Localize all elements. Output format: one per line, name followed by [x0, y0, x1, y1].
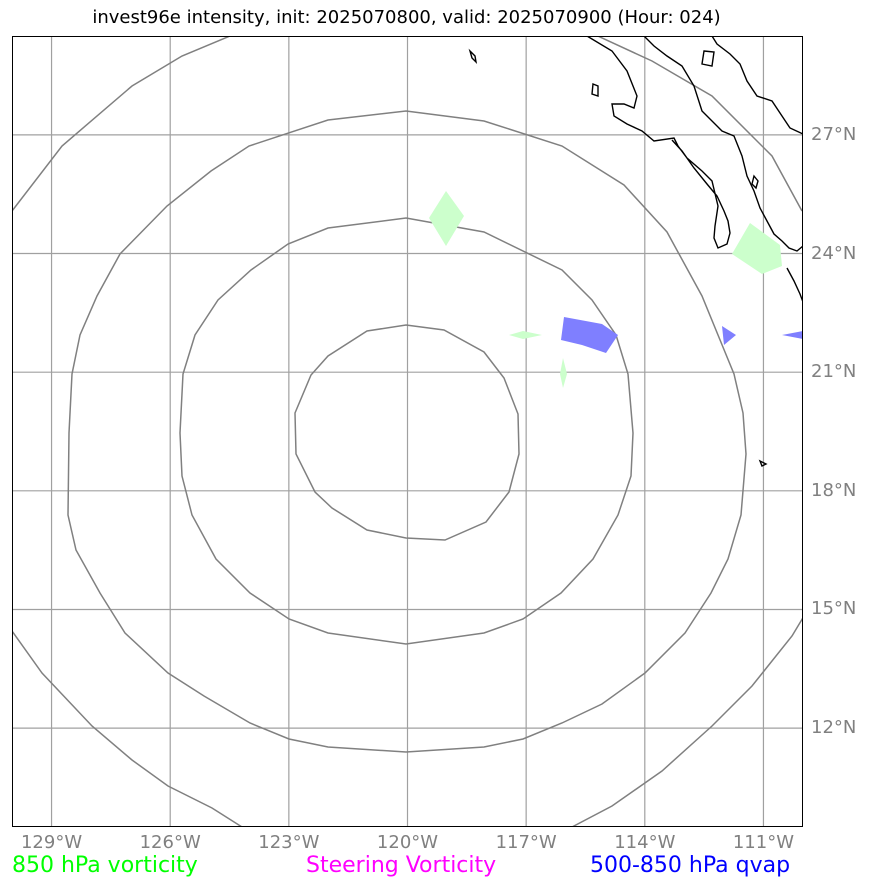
- map-title: invest96e intensity, init: 2025070800, v…: [92, 7, 721, 28]
- lat-label-21: 21°N: [811, 361, 857, 383]
- vorticity-blob-small: [560, 358, 567, 388]
- plot-frame: [12, 36, 803, 827]
- lon-label-114: 114°W: [614, 832, 676, 853]
- mainland-coast-lower: [786, 267, 803, 303]
- qvap-contours: [561, 317, 803, 353]
- range-ring-4: [12, 36, 803, 827]
- mainland-coast: [643, 36, 803, 252]
- qvap-blob-edge: [782, 331, 803, 339]
- range-ring-3: [67, 110, 747, 753]
- qvap-blob-main: [561, 317, 618, 353]
- legend-850-vorticity: 850 hPa vorticity: [12, 853, 198, 878]
- vorticity-blob-east: [732, 223, 782, 274]
- vorticity-blob-north: [429, 191, 464, 246]
- island-4: [758, 459, 768, 467]
- range-ring-2: [179, 217, 634, 645]
- coastline: [468, 36, 803, 467]
- lat-label-18: 18°N: [811, 479, 857, 501]
- baja-coast: [586, 36, 731, 249]
- island-3: [701, 50, 715, 67]
- lat-label-27: 27°N: [811, 123, 857, 145]
- lon-label-120: 120°W: [376, 832, 439, 853]
- legend-steering-vorticity: Steering Vorticity: [306, 853, 497, 878]
- vorticity-blob-streak: [509, 331, 542, 339]
- lon-label-123: 123°W: [258, 832, 320, 853]
- vorticity-850-contours: [429, 191, 782, 388]
- graticule: [12, 36, 803, 827]
- lat-label-24: 24°N: [811, 242, 857, 264]
- qvap-blob-small: [722, 326, 736, 345]
- map-plot: [12, 36, 803, 827]
- island-2: [591, 83, 599, 97]
- lon-label-129: 129°W: [20, 832, 83, 853]
- range-rings: [12, 36, 803, 827]
- lon-label-126: 126°W: [139, 832, 201, 853]
- lon-label-117: 117°W: [495, 832, 557, 853]
- island-1: [468, 48, 478, 65]
- lon-label-111: 111°W: [732, 832, 795, 853]
- lat-label-15: 15°N: [811, 598, 857, 620]
- island-5: [751, 174, 759, 190]
- range-ring-1: [294, 324, 520, 541]
- lat-label-12: 12°N: [811, 717, 857, 739]
- legend-qvap: 500-850 hPa qvap: [590, 853, 791, 878]
